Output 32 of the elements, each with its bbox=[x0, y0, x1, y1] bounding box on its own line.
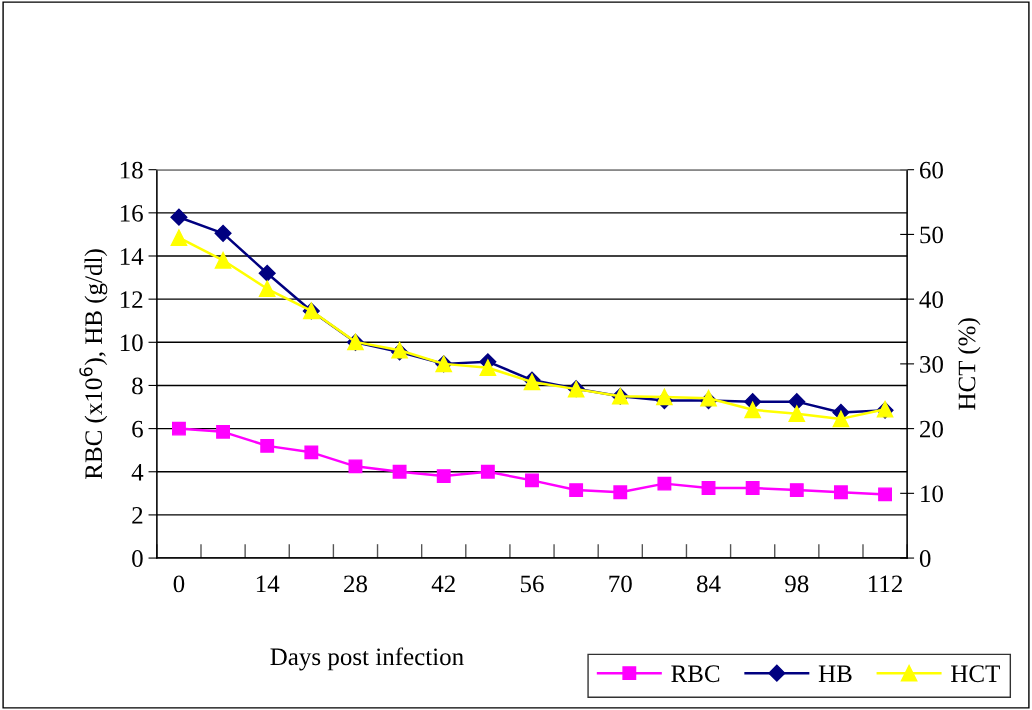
y-tick-label: 16 bbox=[120, 204, 143, 222]
x-tick-label: 112 bbox=[868, 575, 902, 593]
x-tick-label: 56 bbox=[520, 575, 544, 593]
x-tick-label: 98 bbox=[785, 575, 809, 593]
y2-tick-label: 20 bbox=[920, 420, 943, 438]
x-tick-label: 70 bbox=[609, 575, 632, 593]
y2-tick-label: 0 bbox=[919, 550, 931, 567]
y2-tick-label: 10 bbox=[921, 485, 943, 503]
y2-tick-label: 60 bbox=[920, 161, 943, 179]
x-tick-label: 28 bbox=[344, 575, 368, 593]
y-tick-label: 4 bbox=[131, 463, 144, 481]
y-tick-label: 6 bbox=[132, 420, 143, 438]
x-tick-label: 42 bbox=[431, 575, 455, 593]
y2-tick-label: 50 bbox=[920, 226, 943, 244]
y2-tick-label: 30 bbox=[920, 355, 943, 373]
y-tick-label: 8 bbox=[132, 377, 143, 395]
legend-label: HB bbox=[818, 665, 852, 682]
y-tick-label: 12 bbox=[120, 291, 143, 308]
y-tick-label: 10 bbox=[120, 334, 143, 352]
y-tick-label: 14 bbox=[120, 248, 144, 265]
y2-tick-label: 40 bbox=[919, 291, 943, 309]
y-axis-title: RBC (x10$^{6}$), HB (g/dl) bbox=[79, 249, 108, 480]
x-tick-label: 14 bbox=[256, 575, 280, 593]
x-tick-label: 0 bbox=[173, 575, 185, 593]
legend-label: RBC bbox=[671, 665, 720, 683]
y2-axis-title: HCT (%) bbox=[957, 318, 981, 410]
x-tick-label: 84 bbox=[696, 575, 721, 593]
legend-label: HCT bbox=[951, 665, 1000, 683]
y-tick-label: 18 bbox=[120, 161, 143, 179]
y-tick-label: 0 bbox=[132, 550, 143, 567]
x-axis-title: Days post infection bbox=[270, 647, 464, 671]
y-tick-label: 2 bbox=[132, 507, 143, 524]
